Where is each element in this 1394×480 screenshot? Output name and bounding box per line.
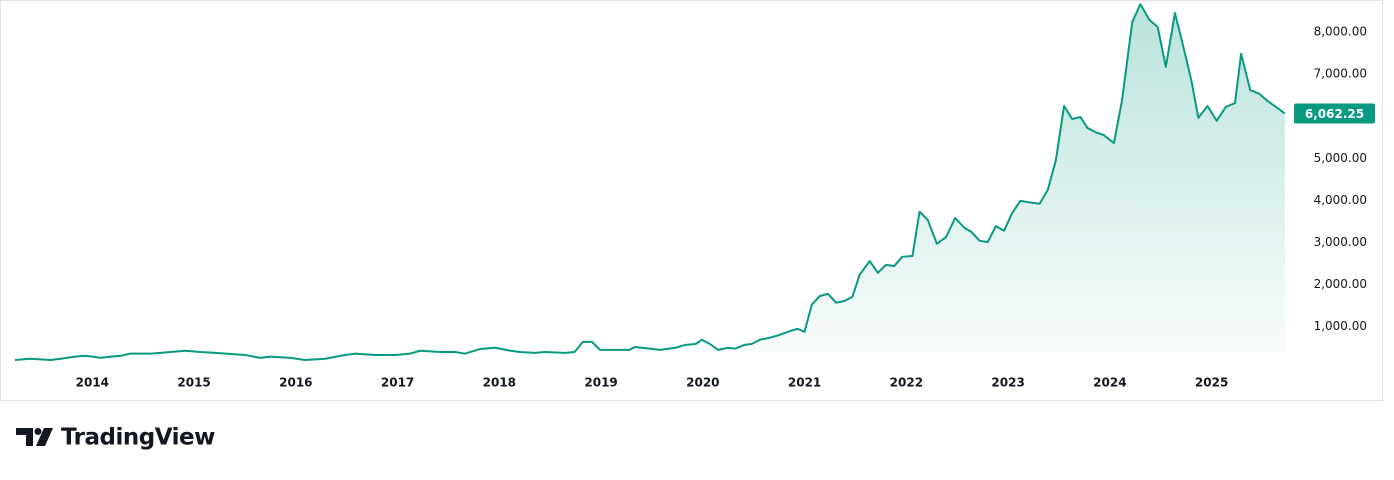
- brand-name: TradingView: [61, 425, 215, 451]
- x-tick-label: 2023: [991, 376, 1024, 390]
- x-tick-label: 2021: [788, 376, 821, 390]
- x-tick-label: 2019: [584, 376, 617, 390]
- x-tick-label: 2017: [381, 376, 414, 390]
- x-tick-label: 2020: [686, 376, 719, 390]
- y-tick-label: 1,000.00: [1314, 319, 1367, 333]
- y-tick-label: 4,000.00: [1314, 193, 1367, 207]
- y-tick-label: 7,000.00: [1314, 67, 1367, 81]
- plot-area: 1,000.00 2,000.00 3,000.00 4,000.00 5,000.00…: [14, 3, 1367, 390]
- y-tick-label: 5,000.00: [1314, 151, 1367, 165]
- chart-frame: [0, 0, 1383, 401]
- x-tick-label: 2018: [483, 376, 516, 390]
- y-tick-label: 3,000.00: [1314, 235, 1367, 249]
- brand-logo: TradingView: [16, 425, 216, 451]
- logo-icon: [34, 428, 42, 435]
- last-value-label: 6,062.25: [1305, 107, 1364, 121]
- logo-icon: [36, 428, 53, 446]
- logo-icon: [16, 428, 33, 446]
- x-tick-label: 2022: [890, 376, 923, 390]
- x-tick-label: 2014: [76, 376, 109, 390]
- x-tick-label: 2025: [1195, 376, 1228, 390]
- y-tick-label: 2,000.00: [1314, 277, 1367, 291]
- y-tick-label: 8,000.00: [1314, 24, 1367, 38]
- price-line: [14, 3, 1286, 361]
- x-tick-label: 2015: [177, 376, 210, 390]
- area-fill: [15, 4, 1285, 361]
- last-value-badge: [1294, 103, 1375, 124]
- x-tick-label: 2024: [1093, 376, 1126, 390]
- x-tick-label: 2016: [279, 376, 312, 390]
